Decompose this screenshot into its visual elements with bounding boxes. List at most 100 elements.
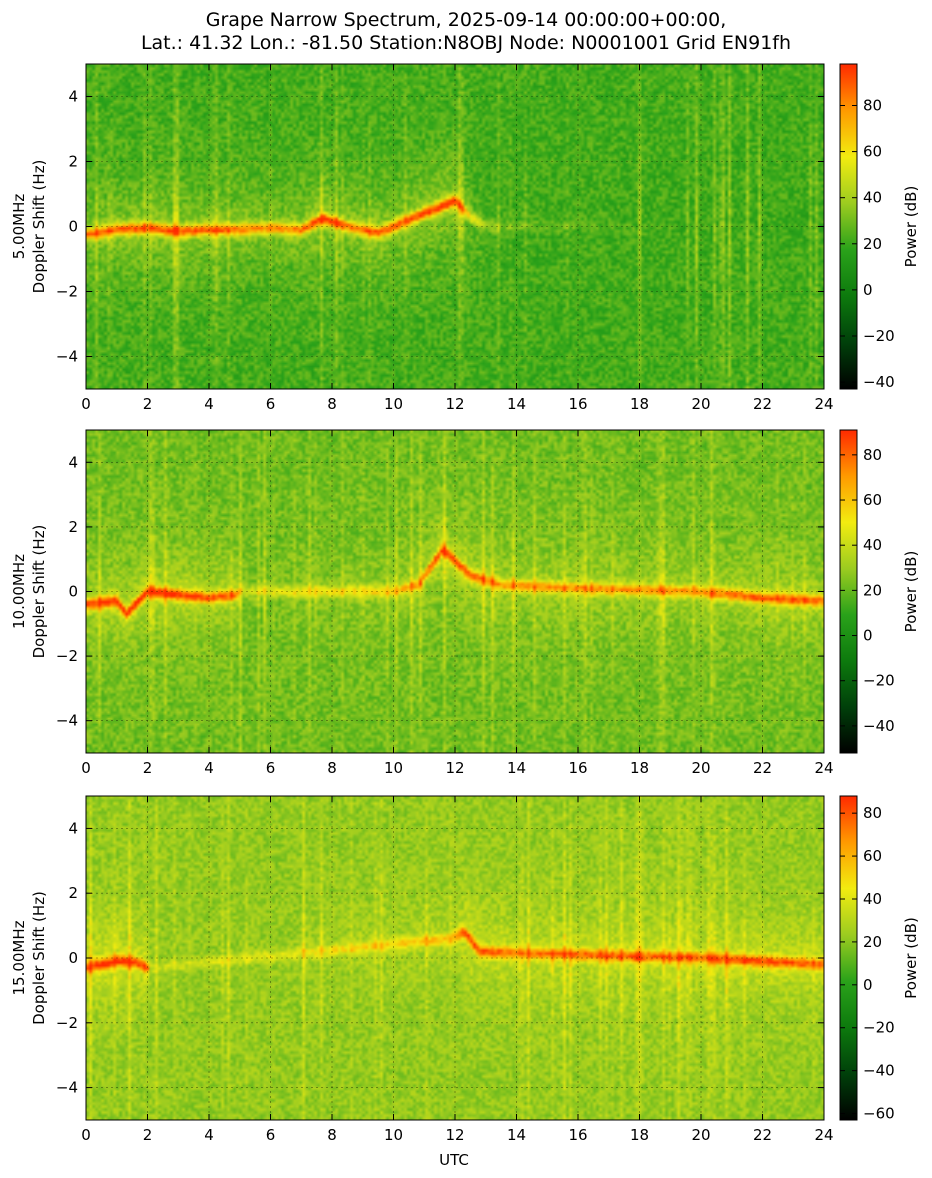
x-tick-label: 2 [143, 1126, 153, 1144]
y-axis-label-group: 5.00MHz Doppler Shift (Hz) [10, 160, 48, 294]
colorbar-label: Power (dB) [902, 186, 920, 268]
x-tick-label: 18 [630, 759, 649, 777]
x-tick-label: 10 [384, 1126, 403, 1144]
x-tick-label: 20 [691, 395, 710, 413]
y-tick-label: 0 [68, 949, 78, 967]
colorbar-tick-label: −20 [863, 1019, 895, 1037]
x-tick-label: 6 [266, 395, 276, 413]
x-tick-label: 8 [327, 759, 337, 777]
colorbar-label: Power (dB) [902, 917, 920, 999]
x-tick-label: 12 [445, 1126, 464, 1144]
y-tick-label: −4 [56, 348, 78, 366]
x-tick-label: 14 [507, 759, 526, 777]
x-tick-label: 10 [384, 759, 403, 777]
colorbar-tick-label: 20 [863, 235, 882, 253]
x-tick-label: 22 [753, 395, 772, 413]
x-tick-label: 18 [630, 395, 649, 413]
x-tick-label: 18 [630, 1126, 649, 1144]
colorbar-tick-label: 0 [863, 976, 873, 994]
y-tick-label: 2 [68, 153, 78, 171]
colorbar-tick-label: 60 [863, 847, 882, 865]
x-tick-label: 0 [81, 1126, 91, 1144]
x-tick-label: 2 [143, 395, 153, 413]
colorbar-tick-label: −20 [863, 327, 895, 345]
colorbar-label-group: Power (dB) [902, 551, 920, 633]
y-tick-label: 4 [68, 819, 78, 837]
x-tick-label: 24 [814, 1126, 833, 1144]
colorbar-label-group: Power (dB) [902, 917, 920, 999]
y-tick-label: 2 [68, 518, 78, 536]
x-tick-label: 12 [445, 759, 464, 777]
x-tick-label: 12 [445, 395, 464, 413]
y-axis-label-group: 10.00MHz Doppler Shift (Hz) [10, 525, 48, 659]
x-tick-label: 6 [266, 759, 276, 777]
colorbar-tick-label: 80 [863, 446, 882, 464]
y-tick-label: 0 [68, 583, 78, 601]
colorbar-tick-label: 80 [863, 96, 882, 114]
colorbar-tick-label: −60 [863, 1105, 895, 1123]
colorbar-tick-label: 80 [863, 804, 882, 822]
x-tick-label: 14 [507, 395, 526, 413]
x-tick-label: 20 [691, 759, 710, 777]
x-tick-label: 22 [753, 1126, 772, 1144]
figure-title-line-1: Grape Narrow Spectrum, 2025-09-14 00:00:… [205, 9, 727, 31]
y-tick-label: −4 [56, 1079, 78, 1097]
y-axis-label: Doppler Shift (Hz) [30, 891, 48, 1025]
x-tick-label: 0 [81, 395, 91, 413]
x-tick-label: 6 [266, 1126, 276, 1144]
x-tick-label: 16 [568, 759, 587, 777]
colorbar-tick-label: −40 [863, 1062, 895, 1080]
y-tick-label: 0 [68, 218, 78, 236]
x-tick-label: 20 [691, 1126, 710, 1144]
x-tick-label: 4 [204, 1126, 214, 1144]
colorbar-tick-label: 60 [863, 143, 882, 161]
y-tick-label: 2 [68, 884, 78, 902]
colorbar-tick-label: 40 [863, 890, 882, 908]
y-axis-label-frequency: 15.00MHz [10, 920, 28, 995]
colorbar [839, 429, 858, 754]
x-tick-label: 14 [507, 1126, 526, 1144]
x-tick-label: 8 [327, 1126, 337, 1144]
x-tick-label: 22 [753, 759, 772, 777]
y-tick-label: −2 [56, 283, 78, 301]
x-tick-label: 2 [143, 759, 153, 777]
x-tick-label: 16 [568, 1126, 587, 1144]
colorbar-tick-label: −40 [863, 717, 895, 735]
y-axis-label: Doppler Shift (Hz) [30, 160, 48, 294]
x-axis-label: UTC [439, 1151, 469, 1169]
y-axis-label-frequency: 5.00MHz [10, 194, 28, 260]
y-tick-label: −2 [56, 647, 78, 665]
colorbar-tick-label: 20 [863, 581, 882, 599]
colorbar-tick-label: −20 [863, 672, 895, 690]
figure-title-line-2: Lat.: 41.32 Lon.: -81.50 Station:N8OBJ N… [140, 32, 792, 54]
y-axis-label-frequency: 10.00MHz [10, 554, 28, 629]
x-tick-label: 4 [204, 395, 214, 413]
colorbar-label-group: Power (dB) [902, 186, 920, 268]
y-axis-label-group: 15.00MHz Doppler Shift (Hz) [10, 891, 48, 1025]
colorbar-tick-label: 40 [863, 536, 882, 554]
x-tick-label: 0 [81, 759, 91, 777]
colorbar-tick-label: 20 [863, 933, 882, 951]
colorbar-tick-label: 40 [863, 189, 882, 207]
colorbar-tick-label: 0 [863, 627, 873, 645]
colorbar-label: Power (dB) [902, 551, 920, 633]
x-tick-label: 4 [204, 759, 214, 777]
colorbar-tick-label: 0 [863, 281, 873, 299]
x-tick-label: 16 [568, 395, 587, 413]
y-tick-label: −4 [56, 712, 78, 730]
colorbar-tick-label: 60 [863, 491, 882, 509]
x-tick-label: 24 [814, 759, 833, 777]
colorbar-tick-label: −40 [863, 373, 895, 391]
y-axis-label: Doppler Shift (Hz) [30, 525, 48, 659]
y-tick-label: 4 [68, 453, 78, 471]
colorbar [839, 63, 858, 390]
y-tick-label: 4 [68, 88, 78, 106]
colorbar [839, 795, 858, 1121]
x-tick-label: 24 [814, 395, 833, 413]
x-tick-label: 8 [327, 395, 337, 413]
y-tick-label: −2 [56, 1014, 78, 1032]
